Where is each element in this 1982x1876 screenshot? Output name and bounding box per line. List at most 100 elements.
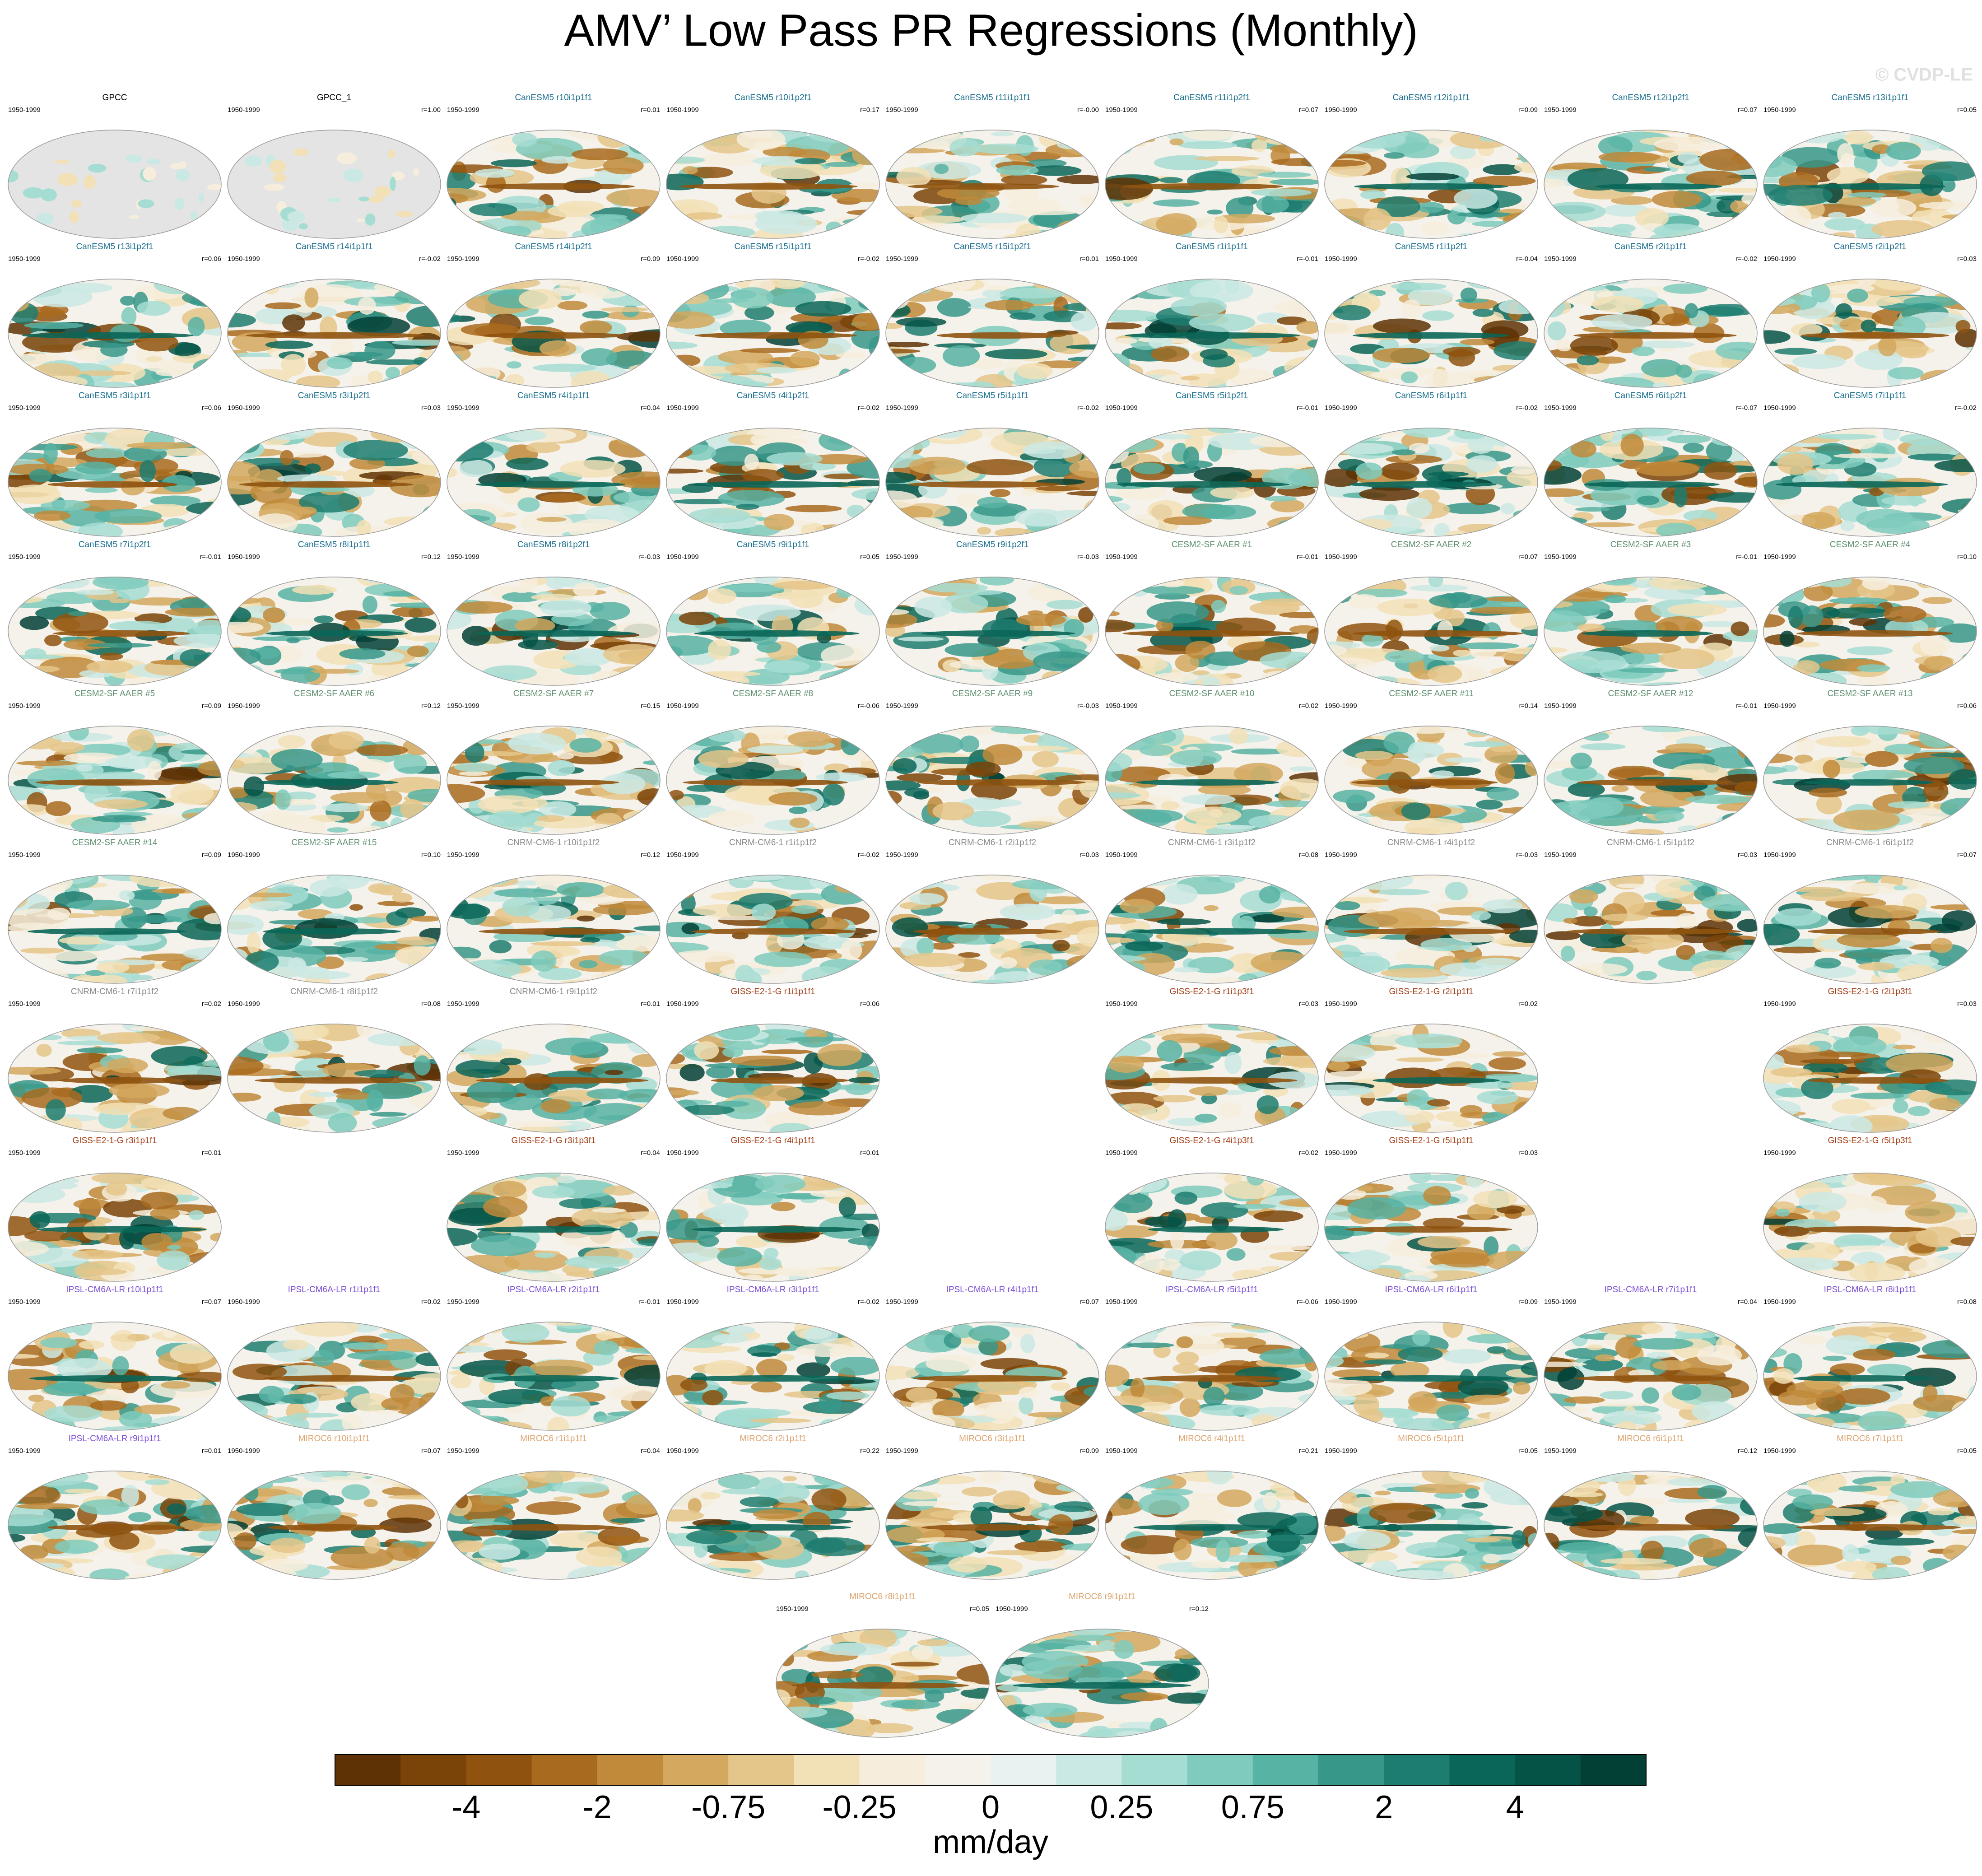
map-outline [227, 130, 441, 239]
field-blob [141, 1233, 173, 1251]
field-blob [1498, 973, 1517, 983]
land-field [69, 210, 79, 223]
field-blob [1470, 382, 1536, 387]
field-blob [87, 382, 138, 387]
field-blob [838, 368, 853, 386]
field-blob [1715, 341, 1757, 360]
field-blob [45, 801, 71, 816]
field-blob [414, 1055, 431, 1076]
field-blob [139, 460, 156, 482]
field-blob [228, 579, 256, 598]
field-blob [1381, 968, 1447, 978]
equatorial-band [1775, 481, 1948, 488]
field-blob [1251, 188, 1312, 197]
field-blob [1862, 577, 1890, 591]
field-blob [1105, 220, 1130, 231]
field-blob [763, 514, 794, 531]
field-blob [27, 768, 85, 790]
panel-title: CESM2-SF AAER #7 [513, 689, 594, 698]
field-blob [475, 379, 494, 387]
field-blob [161, 888, 186, 894]
field-blob [456, 880, 493, 898]
field-blob [1847, 646, 1893, 656]
field-blob [1289, 581, 1318, 589]
field-blob [1472, 221, 1516, 227]
panel-title: CanESM5 r1i1p2f1 [1395, 242, 1468, 251]
map [447, 577, 660, 685]
equatorial-band [479, 928, 636, 935]
field-blob [130, 1026, 176, 1031]
field-blob [1686, 171, 1742, 186]
equatorial-band [246, 332, 424, 339]
field-blob [1568, 782, 1605, 797]
field-blob [1763, 296, 1796, 307]
map-outline [227, 577, 441, 686]
panel-title: CanESM5 r2i1p2f1 [1834, 242, 1907, 251]
field-blob [400, 799, 424, 819]
field-blob [181, 577, 195, 591]
field-blob [666, 884, 695, 901]
panel-period: 1950-1999 [666, 702, 699, 710]
panel-period: 1950-1999 [8, 404, 41, 412]
field-blob [1544, 610, 1587, 632]
map-outline [666, 577, 880, 686]
field-blob [1583, 906, 1598, 917]
field-blob [131, 974, 153, 980]
field-blob [1003, 186, 1038, 202]
field-blob [179, 430, 221, 441]
field-blob [842, 1213, 879, 1220]
field-blob [1789, 887, 1841, 892]
panel-r: r=-0.02 [1735, 255, 1757, 263]
field-blob [1112, 1192, 1153, 1213]
field-blob [469, 203, 517, 217]
land-field [293, 148, 309, 157]
field-blob [1457, 642, 1519, 650]
field-blob [530, 941, 597, 946]
field-blob [1346, 955, 1391, 973]
field-blob [167, 524, 221, 536]
field-blob [1066, 279, 1099, 293]
field-blob [738, 893, 793, 911]
field-blob [1334, 279, 1399, 295]
land-field [57, 173, 78, 186]
field-blob [406, 1118, 441, 1132]
field-blob [666, 1052, 685, 1065]
field-blob [666, 875, 719, 888]
field-blob [1883, 606, 1926, 623]
field-blob [502, 591, 542, 602]
field-blob [407, 789, 441, 802]
panel-period: 1950-1999 [1105, 404, 1138, 412]
panel-title: CESM2-SF AAER #13 [1827, 689, 1912, 698]
field-blob [1937, 130, 1953, 134]
field-blob [1041, 577, 1082, 590]
field-blob [1953, 731, 1977, 741]
field-blob [121, 307, 137, 326]
map [447, 875, 660, 983]
field-blob [1835, 303, 1852, 319]
field-blob [1070, 311, 1098, 331]
field-blob [1847, 192, 1887, 198]
map-outline [1324, 428, 1538, 537]
field-blob [838, 1197, 856, 1217]
field-blob [617, 434, 650, 446]
field-blob [611, 676, 660, 685]
field-blob [1133, 1024, 1164, 1032]
field-blob [180, 649, 209, 667]
field-blob [1763, 531, 1779, 536]
field-blob [735, 604, 801, 621]
field-blob [1556, 339, 1573, 352]
panel-title: CanESM5 r12i1p2f1 [1612, 93, 1689, 102]
field-blob [1640, 788, 1695, 808]
field-blob [666, 635, 718, 656]
land-field [343, 168, 364, 182]
field-blob [1325, 875, 1360, 884]
field-blob [1844, 130, 1873, 145]
field-blob [903, 953, 966, 967]
field-blob [855, 726, 870, 738]
field-blob [1861, 319, 1876, 333]
field-blob [1186, 806, 1242, 824]
field-blob [1331, 374, 1356, 383]
land-field [395, 211, 414, 218]
